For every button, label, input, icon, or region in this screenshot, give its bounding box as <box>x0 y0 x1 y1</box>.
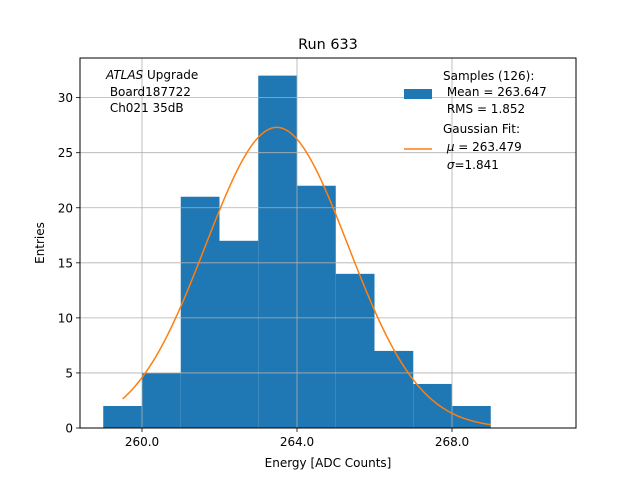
mu-value: = 263.479 <box>454 140 521 154</box>
legend-fit-sigma: σ=1.841 <box>443 158 499 172</box>
sigma-value: =1.841 <box>454 158 498 172</box>
x-axis-ticks: 260.0 264.0 268.0 <box>125 428 469 449</box>
histogram-bar <box>374 350 414 428</box>
legend-samples-line-1: Samples (126): <box>443 69 534 83</box>
histogram-bar <box>452 405 491 428</box>
y-tick-label: 30 <box>58 91 73 105</box>
histogram-bar <box>219 240 259 428</box>
upgrade-label: Upgrade <box>143 68 198 82</box>
y-tick-label: 0 <box>65 422 73 436</box>
fit-layer <box>122 126 491 426</box>
annotation-line-2: Board187722 <box>106 85 191 99</box>
x-axis-label: Energy [ADC Counts] <box>265 456 392 470</box>
y-axis-label: Entries <box>33 222 47 264</box>
plot-frame <box>79 57 577 429</box>
y-axis-ticks: 0 5 10 15 20 25 30 <box>58 91 80 436</box>
histogram-bar <box>142 372 181 428</box>
atlas-label: ATLAS <box>105 68 144 82</box>
y-tick-label: 10 <box>58 311 73 325</box>
y-tick-label: 5 <box>65 366 73 380</box>
legend-fit-mu: μ = 263.479 <box>443 140 522 154</box>
x-tick-label: 264.0 <box>280 435 314 449</box>
gaussian-fit-curve <box>122 126 491 426</box>
legend-samples-swatch <box>404 89 432 99</box>
histogram-bar <box>180 196 220 428</box>
annotation-line-1: ATLAS Upgrade <box>105 68 198 82</box>
y-tick-label: 15 <box>58 256 73 270</box>
atlas-annotation: ATLAS Upgrade Board187722 Ch021 35dB <box>105 68 198 115</box>
histogram-bar <box>413 383 452 428</box>
legend-fit-line-1: Gaussian Fit: <box>443 122 520 136</box>
y-tick-label: 20 <box>58 201 73 215</box>
annotation-line-3: Ch021 35dB <box>106 101 184 115</box>
histogram-bar <box>335 273 375 428</box>
mu-symbol: μ <box>446 140 455 154</box>
y-tick-label: 25 <box>58 146 73 160</box>
chart-title: Run 633 <box>298 37 358 53</box>
legend-samples-line-2: Mean = 263.647 <box>443 85 547 99</box>
histogram-bar <box>297 185 336 428</box>
histogram-bar <box>258 75 297 428</box>
x-tick-label: 260.0 <box>125 435 159 449</box>
histogram-bars <box>103 75 491 428</box>
histogram-bar <box>103 405 142 428</box>
x-tick-label: 268.0 <box>435 435 469 449</box>
legend: Samples (126): Mean = 263.647 RMS = 1.85… <box>404 69 547 172</box>
legend-samples-line-3: RMS = 1.852 <box>443 102 525 116</box>
sigma-symbol: σ <box>447 158 455 172</box>
